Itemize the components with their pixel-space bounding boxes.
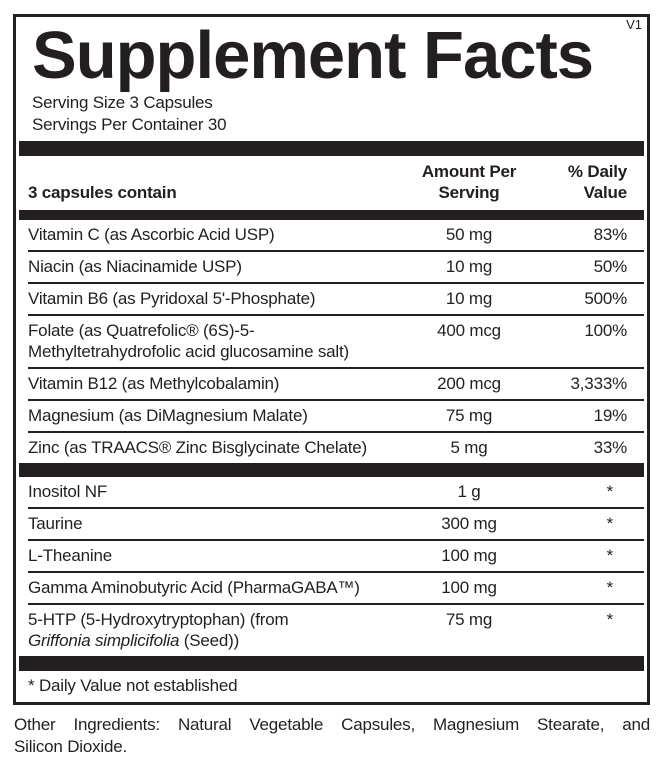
header-daily-value-line1: % Daily: [567, 162, 627, 181]
row-separator: [28, 571, 644, 573]
header-amount-line1: Amount Per: [421, 162, 517, 181]
ingredient-dv: *: [606, 610, 614, 629]
serving-size-text: Serving Size 3 Capsules: [32, 93, 213, 112]
other-ingredients-line2: Silicon Dioxide.: [14, 737, 128, 756]
ingredient-name: Vitamin C (as Ascorbic Acid USP): [28, 225, 275, 244]
ingredient-name-line1: Folate (as Quatrefolic® (6S)-5-: [28, 321, 255, 340]
ingredient-amount: 50 mg: [445, 225, 493, 244]
ingredient-amount: 100 mg: [441, 546, 497, 565]
row-separator: [28, 367, 644, 369]
other-ingredients-text: Other Ingredients: Natural Vegetable Cap…: [14, 714, 650, 758]
ingredient-row-taurine: Taurine 300 mg *: [19, 509, 644, 539]
ingredient-row-vitamin-b12: Vitamin B12 (as Methylcobalamin) 200 mcg…: [19, 369, 644, 399]
ingredient-row-gaba: Gamma Aminobutyric Acid (PharmaGABA™) 10…: [19, 573, 644, 603]
ingredient-dv: 83%: [593, 225, 628, 244]
ingredient-dv: 100%: [584, 321, 627, 340]
ingredient-row-inositol: Inositol NF 1 g *: [19, 477, 644, 507]
ingredient-amount: 75 mg: [445, 610, 493, 629]
supplement-facts-panel: V1 Supplement Facts Serving Size 3 Capsu…: [13, 14, 650, 705]
row-separator: [28, 507, 644, 509]
ingredient-name: Vitamin B6 (as Pyridoxal 5'-Phosphate): [28, 289, 316, 308]
ingredient-amount: 100 mg: [441, 578, 497, 597]
ingredient-dv: *: [606, 514, 614, 533]
ingredient-dv: 33%: [593, 438, 628, 457]
ingredient-name: Taurine: [28, 514, 83, 533]
ingredient-row-magnesium: Magnesium (as DiMagnesium Malate) 75 mg …: [19, 401, 644, 431]
row-separator: [28, 282, 644, 284]
row-separator: [28, 250, 644, 252]
ingredient-amount: 75 mg: [445, 406, 493, 425]
row-separator: [28, 314, 644, 316]
header-daily-value-label: % Daily Value: [544, 161, 644, 203]
ingredient-name: Gamma Aminobutyric Acid (PharmaGABA™): [28, 578, 360, 597]
ingredient-row-niacin: Niacin (as Niacinamide USP) 10 mg 50%: [19, 252, 644, 282]
header-amount-label: Amount Per Serving: [394, 161, 544, 203]
ingredient-amount: 1 g: [457, 482, 481, 501]
ingredient-dv: *: [606, 482, 614, 501]
header-contain-label: 3 capsules contain: [28, 183, 177, 202]
ingredient-dv: 500%: [584, 289, 627, 308]
footnote-text: * Daily Value not established: [28, 676, 238, 695]
ingredient-amount: 10 mg: [445, 289, 493, 308]
ingredient-row-vitamin-c: Vitamin C (as Ascorbic Acid USP) 50 mg 8…: [19, 220, 644, 250]
ingredient-dv: 19%: [593, 406, 628, 425]
row-separator: [28, 431, 644, 433]
ingredient-row-5-htp: 5-HTP (5-Hydroxytryptophan) (from Griffo…: [19, 605, 644, 656]
ingredient-amount: 300 mg: [441, 514, 497, 533]
ingredient-name: 5-HTP (5-Hydroxytryptophan) (from Griffo…: [19, 609, 394, 651]
ingredient-amount: 10 mg: [445, 257, 493, 276]
header-amount-line2: Serving: [438, 183, 500, 202]
ingredient-dv: *: [606, 578, 614, 597]
ingredient-name: Inositol NF: [28, 482, 108, 501]
facts-header-row: 3 capsules contain Amount Per Serving % …: [19, 156, 644, 210]
row-separator: [28, 539, 644, 541]
ingredient-name: Folate (as Quatrefolic® (6S)-5- Methylte…: [19, 320, 394, 362]
ingredient-name: Magnesium (as DiMagnesium Malate): [28, 406, 308, 425]
row-separator: [28, 603, 644, 605]
ingredient-name-line2: Methyltetrahydrofolic acid glucosamine s…: [28, 342, 349, 361]
ingredient-dv: *: [606, 546, 614, 565]
ingredient-name-line2: Griffonia simplicifolia (Seed)): [28, 630, 394, 651]
ingredient-amount: 200 mcg: [437, 374, 501, 393]
supplement-facts-title: Supplement Facts: [32, 18, 594, 93]
ingredient-name: L-Theanine: [28, 546, 113, 565]
divider-bar-thick: [19, 141, 644, 156]
other-ingredients-line1: Other Ingredients: Natural Vegetable Cap…: [14, 715, 650, 734]
header-daily-value-line2: Value: [583, 183, 628, 202]
ingredient-row-vitamin-b6: Vitamin B6 (as Pyridoxal 5'-Phosphate) 1…: [19, 284, 644, 314]
servings-per-container-text: Servings Per Container 30: [32, 115, 227, 134]
ingredient-latin-name: Griffonia simplicifolia: [28, 631, 180, 650]
version-label: V1: [626, 17, 642, 32]
ingredient-row-folate: Folate (as Quatrefolic® (6S)-5- Methylte…: [19, 316, 644, 367]
ingredient-name: Niacin (as Niacinamide USP): [28, 257, 242, 276]
ingredient-amount: 5 mg: [450, 438, 488, 457]
ingredient-dv: 50%: [593, 257, 628, 276]
divider-bar-medium: [19, 210, 644, 220]
ingredient-row-l-theanine: L-Theanine 100 mg *: [19, 541, 644, 571]
divider-bar-thick: [19, 656, 644, 671]
divider-bar-thick: [19, 463, 644, 477]
row-separator: [28, 399, 644, 401]
ingredient-name: Zinc (as TRAACS® Zinc Bisglycinate Chela…: [28, 438, 368, 457]
ingredient-name-line2-rest: (Seed)): [179, 631, 240, 650]
ingredient-row-zinc: Zinc (as TRAACS® Zinc Bisglycinate Chela…: [19, 433, 644, 463]
ingredient-amount: 400 mcg: [437, 321, 501, 340]
ingredient-dv: 3,333%: [570, 374, 628, 393]
ingredient-name: Vitamin B12 (as Methylcobalamin): [28, 374, 280, 393]
ingredient-name-line1: 5-HTP (5-Hydroxytryptophan) (from: [28, 610, 289, 629]
